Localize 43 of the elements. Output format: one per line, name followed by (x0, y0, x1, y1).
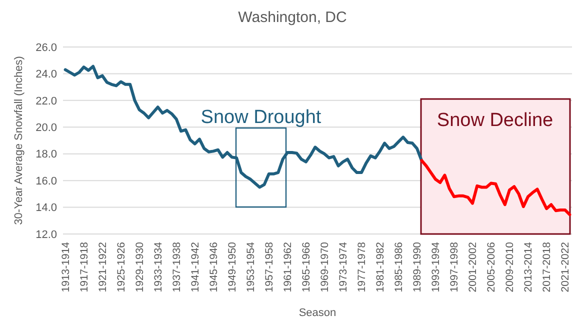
x-tick-label: 1929-1930 (134, 242, 146, 292)
annotation: Snow Drought (200, 107, 322, 128)
x-tick-label: 2017-2018 (541, 242, 554, 292)
y-tick-label: 22.0 (36, 95, 57, 108)
x-tick-label: 1921-1922 (97, 242, 110, 292)
line-series (64, 64, 424, 189)
x-tick-label: 1913-1914 (60, 242, 72, 292)
y-axis-title: 30-Year Average Snowfall (Inches) (13, 56, 25, 225)
line-series (420, 159, 572, 216)
x-tick-label: 2013-2014 (522, 242, 535, 292)
annotation: Snow Decline (436, 110, 554, 131)
x-tick-label: 1925-1926 (116, 242, 128, 292)
x-tick-label: 1941-1942 (190, 242, 202, 292)
x-tick-label: 1937-1938 (171, 242, 184, 292)
y-tick-label: 20.0 (36, 122, 57, 134)
x-tick-label: 1949-1950 (226, 242, 239, 292)
y-tick-label: 26.0 (36, 42, 57, 54)
x-tick-label: 1981-1982 (374, 242, 387, 292)
x-tick-label: 1961-1962 (282, 242, 294, 292)
y-tick-label: 14.0 (36, 202, 57, 214)
x-tick-label: 1945-1946 (208, 242, 220, 292)
x-tick-label: 2021-2022 (560, 242, 572, 292)
x-tick-label: 1973-1974 (338, 242, 350, 292)
y-tick-label: 18.0 (36, 148, 57, 161)
y-tick-label: 16.0 (36, 175, 57, 188)
x-tick-label: 1977-1978 (356, 242, 368, 292)
x-tick-label: 1957-1958 (264, 242, 276, 292)
x-tick-label: 1933-1934 (152, 242, 165, 292)
x-tick-label: 1993-1994 (430, 242, 442, 292)
x-tick-label: 1985-1986 (393, 242, 406, 292)
x-tick-label: 2009-2010 (504, 242, 516, 292)
x-tick-label: 1953-1954 (245, 242, 258, 292)
x-tick-label: 1989-1990 (412, 242, 424, 292)
x-tick-label: 1997-1998 (448, 242, 461, 292)
chart-title: Washington, DC (238, 9, 347, 26)
x-tick-label: 2005-2006 (486, 242, 498, 292)
y-tick-label: 12.0 (36, 228, 57, 241)
x-tick-label: 1969-1970 (319, 242, 332, 292)
x-axis-title: Season (298, 307, 336, 319)
x-tick-label: 2001-2002 (467, 242, 480, 292)
x-tick-label: 1965-1966 (300, 242, 313, 292)
y-tick-label: 24.0 (36, 68, 57, 81)
x-tick-label: 1917-1918 (78, 242, 90, 292)
